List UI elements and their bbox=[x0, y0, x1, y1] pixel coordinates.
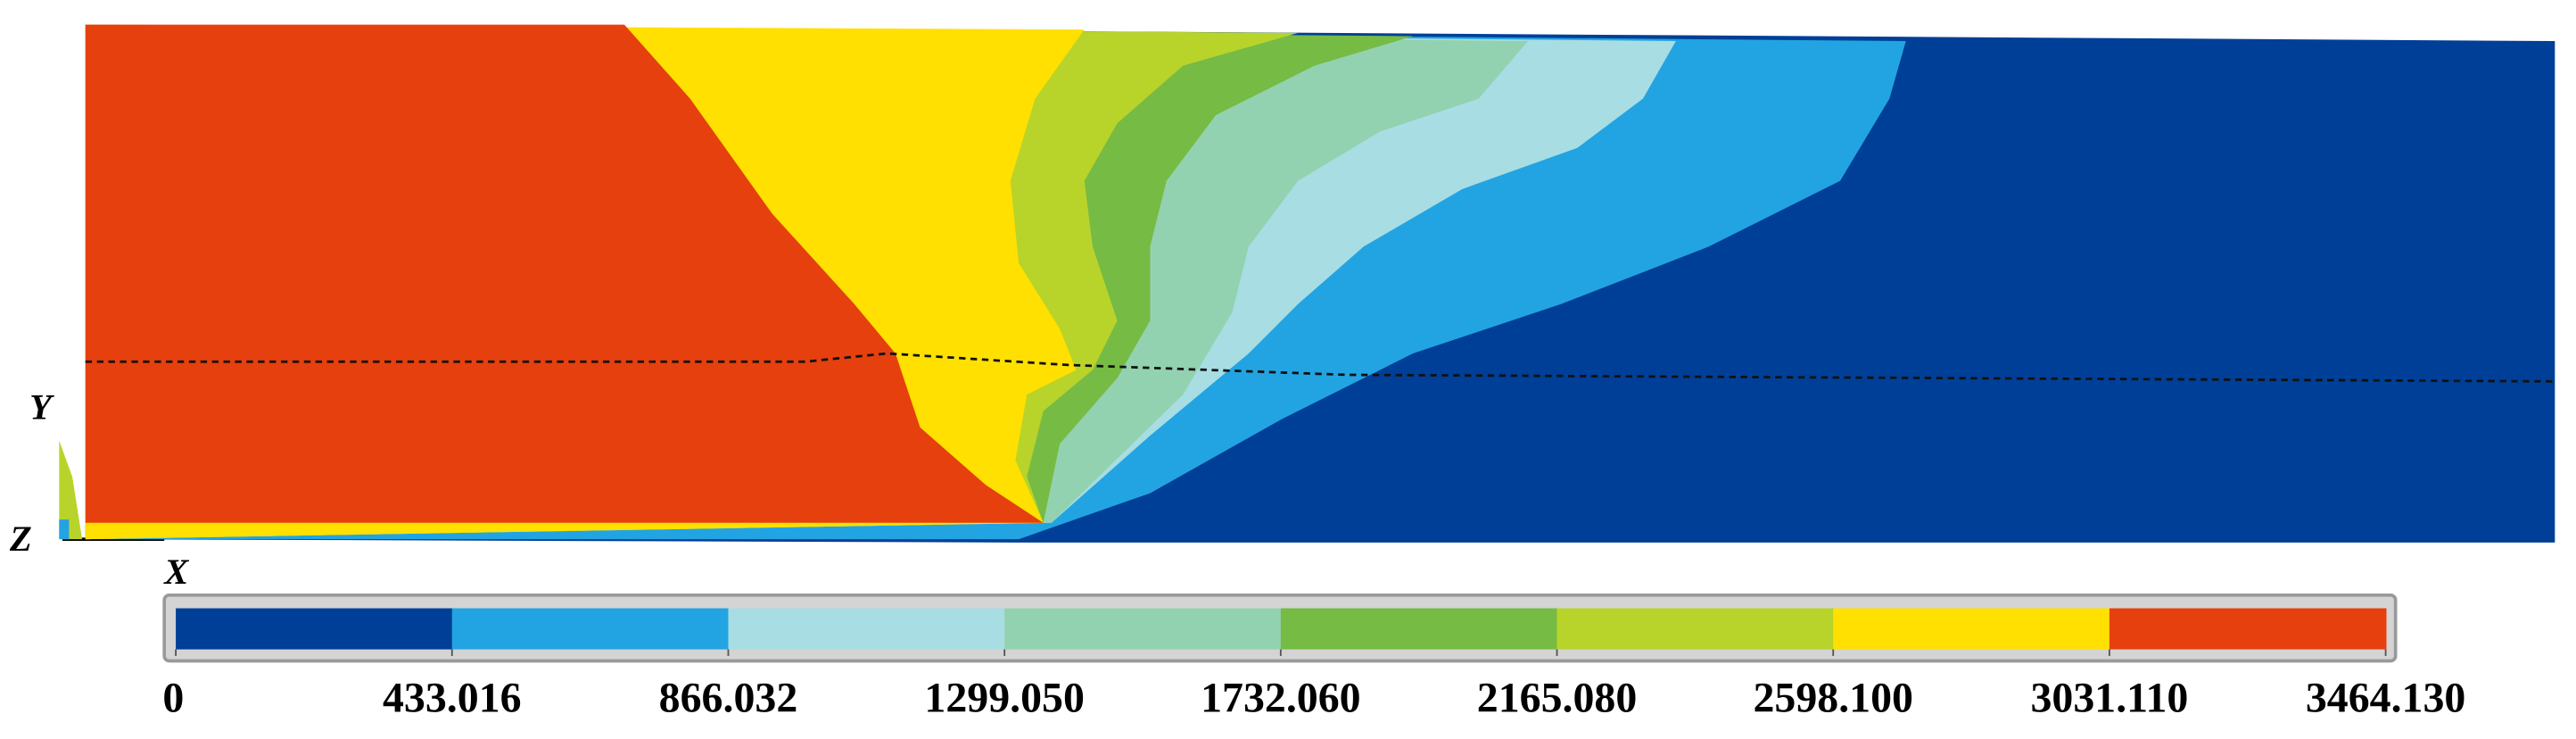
contour-region bbox=[85, 24, 1044, 523]
plot: Y Z X 0 433.016 866.032 1299.050 1732.060 216… bbox=[9, 24, 2555, 722]
section-line bbox=[85, 352, 2555, 383]
axis-triad-z bbox=[59, 519, 70, 540]
colorbar-tick-label: 1299.050 bbox=[924, 675, 1085, 722]
colorbar-tick-label: 2598.100 bbox=[1753, 675, 1913, 722]
colorbar-segment bbox=[2109, 608, 2387, 650]
axis-label-y: Y bbox=[29, 387, 54, 428]
colorbar-tick-label: 866.032 bbox=[659, 675, 798, 722]
colorbar-tick-label: 2165.080 bbox=[1477, 675, 1638, 722]
axis-triad-y bbox=[59, 440, 83, 540]
colorbar-segment bbox=[1004, 608, 1282, 650]
colorbar-segment bbox=[1556, 608, 1835, 650]
colorbar-segment bbox=[1833, 608, 2110, 650]
axis-label-x: X bbox=[162, 552, 189, 592]
colorbar-segment bbox=[1280, 608, 1558, 650]
colorbar-segment bbox=[176, 608, 453, 650]
colorbar-tick-label: 0 bbox=[162, 675, 184, 722]
colorbar-segment bbox=[451, 608, 730, 650]
colorbar-tick-label: 1732.060 bbox=[1201, 675, 1361, 722]
axis-label-z: Z bbox=[9, 519, 32, 559]
colorbar-tick-label: 433.016 bbox=[383, 675, 522, 722]
colorbar-tick-label: 3031.110 bbox=[2030, 675, 2188, 722]
colorbar-segment bbox=[728, 608, 1006, 650]
colorbar-tick-label: 3464.130 bbox=[2306, 675, 2466, 722]
